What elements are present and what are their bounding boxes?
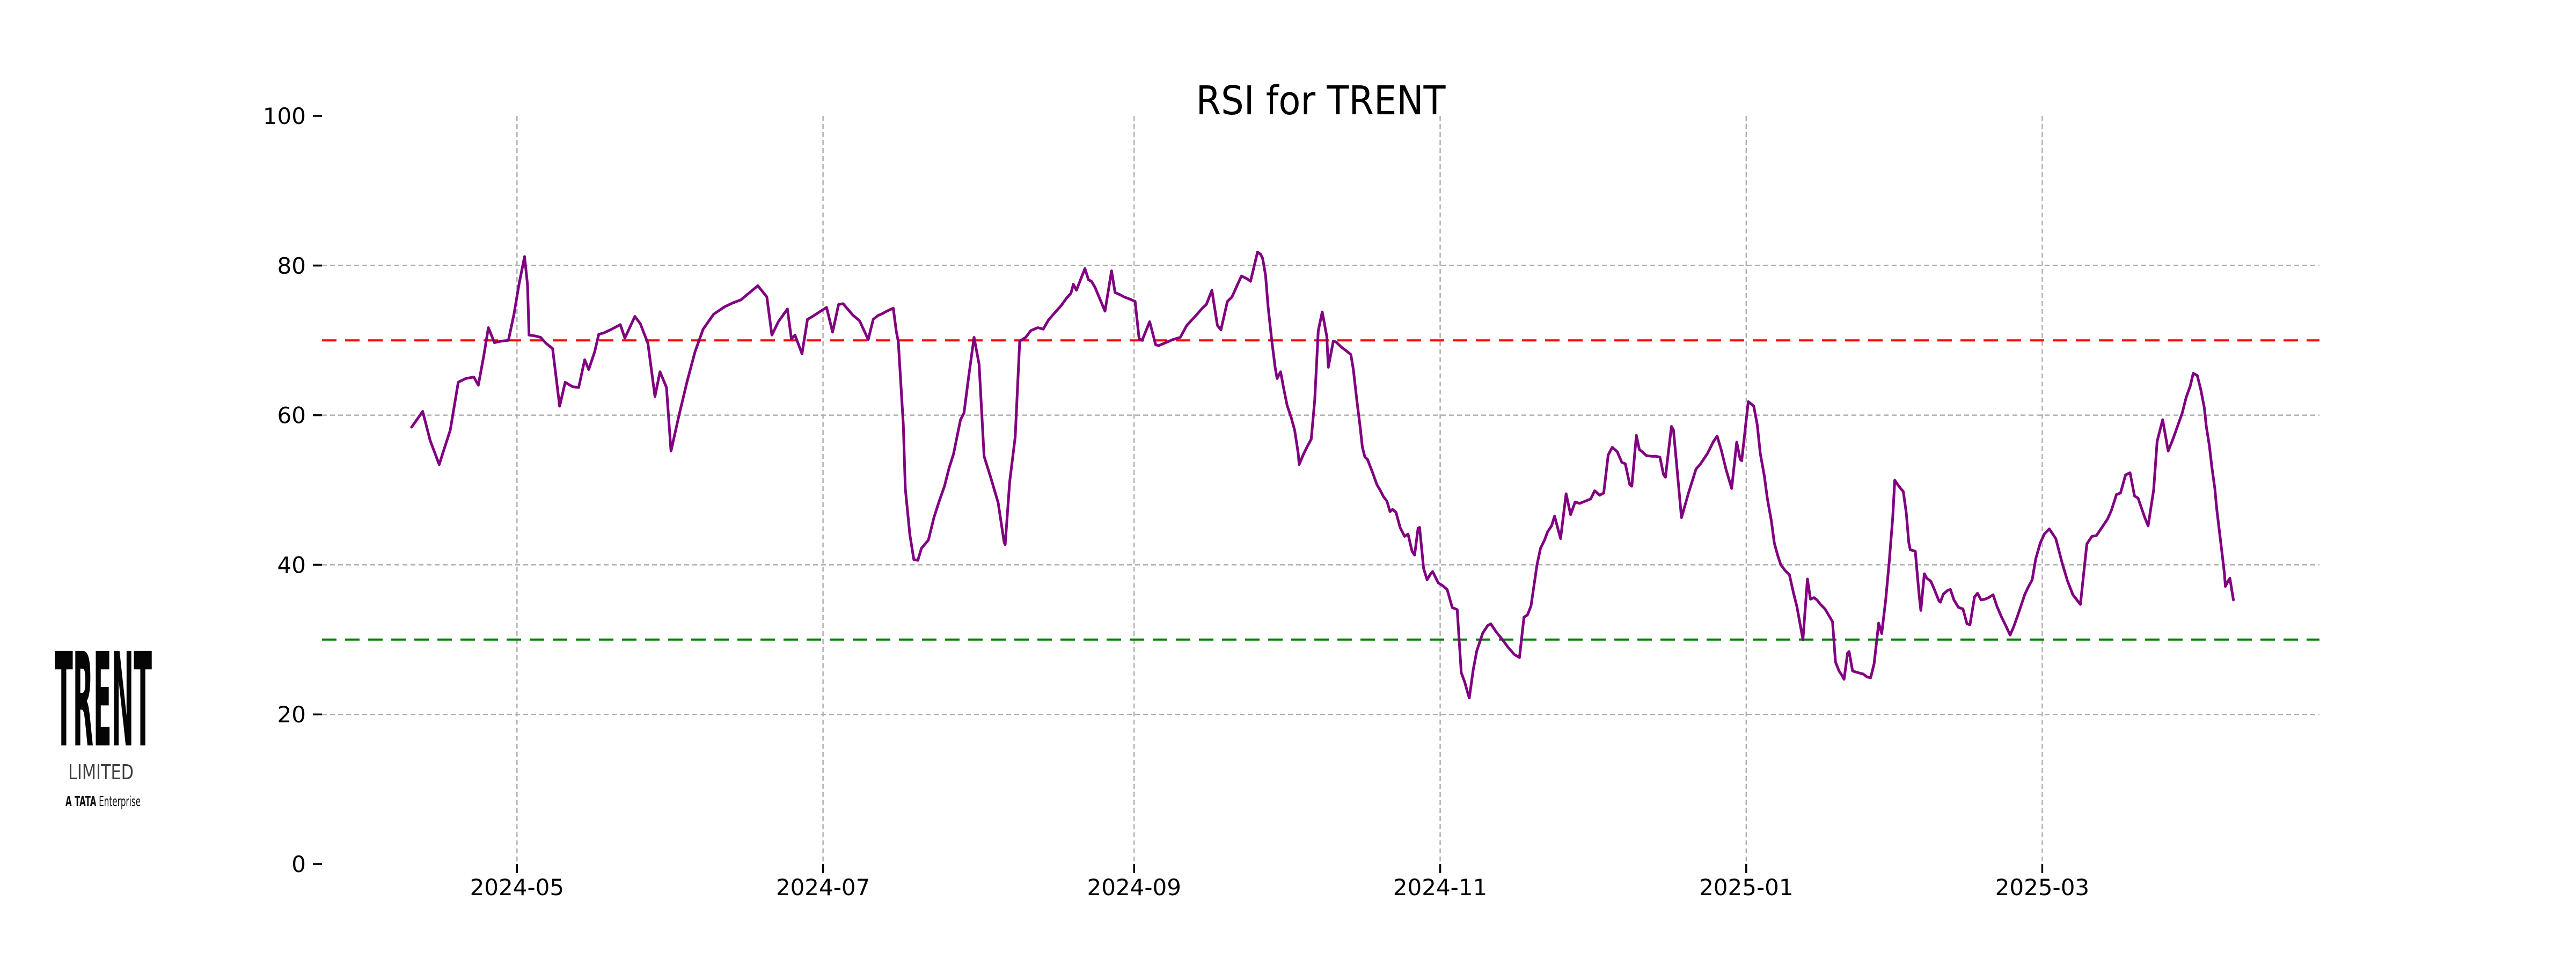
x-tick-label: 2024-09 [1087, 874, 1182, 901]
x-tick-label: 2025-01 [1699, 874, 1794, 901]
y-tick-label: 100 [263, 103, 306, 129]
chart-title: RSI for TRENT [1196, 78, 1446, 124]
y-tick-label: 60 [277, 402, 306, 429]
y-tick-label: 0 [291, 851, 306, 877]
logo-wordmark: TRENT [55, 633, 152, 776]
x-tick-label: 2024-07 [776, 874, 870, 901]
logo-subtitle: LIMITED [68, 760, 134, 784]
rsi-line [410, 251, 2235, 699]
logo-tagline-rest: Enterprise [96, 794, 141, 810]
y-tick-label: 40 [277, 552, 306, 578]
trent-logo: TRENT LIMITED A TATA Enterprise [55, 633, 152, 810]
x-tick-label: 2024-05 [470, 874, 565, 901]
y-tick-label: 80 [277, 253, 306, 279]
logo-tagline-bold: A TATA [65, 794, 96, 810]
y-tick-label: 20 [277, 701, 306, 728]
x-tick-label: 2025-03 [1995, 874, 2090, 901]
x-tick-label: 2024-11 [1393, 874, 1488, 901]
logo-tagline: A TATA Enterprise [65, 794, 141, 810]
